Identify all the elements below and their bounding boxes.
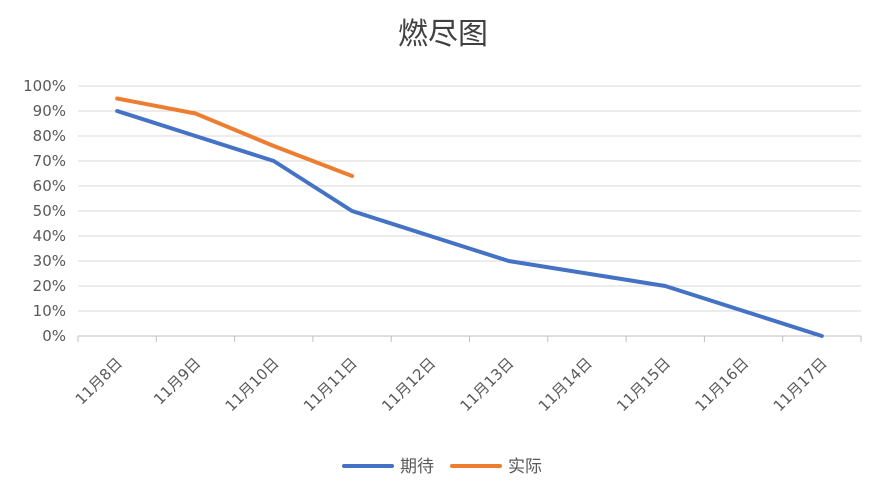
y-tick-label: 0% — [42, 327, 66, 345]
y-tick-label: 10% — [33, 302, 66, 320]
y-tick-label: 60% — [33, 177, 66, 195]
x-tick-label: 11月16日 — [691, 354, 752, 415]
x-tick-label: 11月9日 — [150, 354, 204, 408]
legend-label: 实际 — [508, 457, 542, 477]
series-line-0 — [115, 109, 824, 338]
y-tick-label: 50% — [33, 202, 66, 220]
legend-item-1: 实际 — [450, 457, 542, 477]
legend-label: 期待 — [400, 457, 434, 477]
gridlines — [78, 85, 861, 312]
y-tick-label: 30% — [33, 252, 66, 270]
x-tick-label: 11月11日 — [300, 354, 361, 415]
x-tick-label: 11月8日 — [72, 354, 126, 408]
y-tick-label: 20% — [33, 277, 66, 295]
x-axis-ticks: 11月8日 11月9日 11月10日 11月11日 11月12日 11月13日 11月14日… — [72, 354, 831, 415]
x-tick-label: 11月13日 — [457, 354, 518, 415]
chart-title: 燃尽图 — [398, 17, 488, 52]
y-tick-label: 70% — [33, 152, 66, 170]
series-lines — [115, 96, 824, 338]
y-tick-label: 80% — [33, 127, 66, 145]
y-tick-label: 90% — [33, 102, 66, 120]
x-tick-label: 11月14日 — [535, 354, 596, 415]
series-line-1 — [115, 96, 355, 178]
axes — [77, 335, 862, 342]
x-tick-label: 11月17日 — [770, 354, 831, 415]
x-tick-label: 11月15日 — [613, 354, 674, 415]
y-tick-label: 40% — [33, 227, 66, 245]
legend: 期待 实际 — [342, 457, 542, 477]
x-tick-label: 11月10日 — [222, 354, 283, 415]
legend-item-0: 期待 — [342, 457, 434, 477]
x-tick-label: 11月12日 — [378, 354, 439, 415]
y-tick-label: 100% — [23, 77, 66, 95]
y-axis-ticks: 0% 10% 20% 30% 40% 50% 60% 70% 80% 90% 100% — [23, 77, 66, 345]
